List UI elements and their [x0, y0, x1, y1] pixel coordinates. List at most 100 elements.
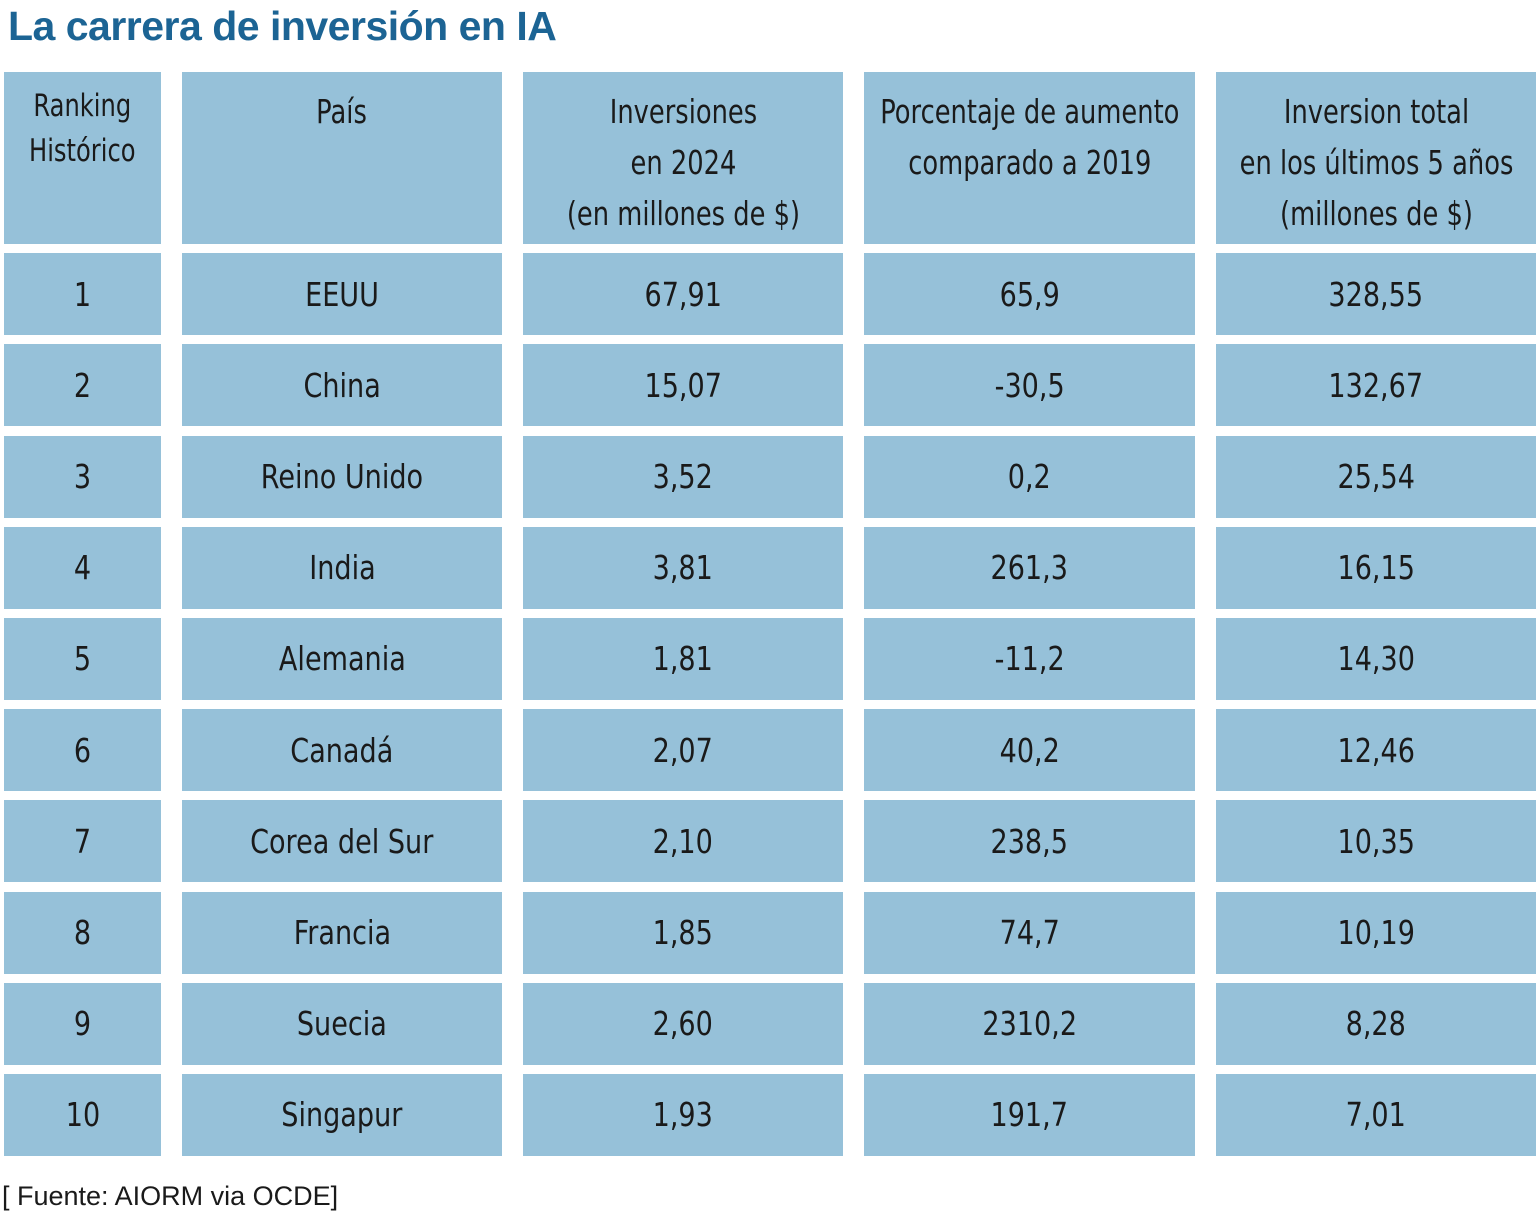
- cell-value: 328,55: [1328, 274, 1424, 314]
- table-cell-ranking: 4: [4, 526, 161, 609]
- table-cell-ranking: 3: [4, 435, 161, 518]
- table-cell-porcentaje-aumento: 74,7: [864, 891, 1195, 974]
- cell-value: 5: [73, 639, 92, 679]
- table-cell-pais: Reino Unido: [182, 435, 502, 518]
- column-header-line: en 2024: [630, 143, 736, 182]
- cell-value: 7: [73, 821, 92, 861]
- table-cell-inversion-total: 12,46: [1216, 709, 1536, 792]
- table-cell-inversiones-2024: 1,85: [523, 891, 843, 974]
- cell-value: 10: [65, 1095, 100, 1135]
- table-cell-inversion-total: 14,30: [1216, 617, 1536, 700]
- chart-title: La carrera de inversión en IA: [8, 3, 557, 49]
- column-header-line: Inversion total: [1283, 92, 1469, 131]
- table-cell-inversion-total: 7,01: [1216, 1073, 1536, 1156]
- table-cell-pais: Alemania: [182, 617, 502, 700]
- table-cell-inversiones-2024: 2,60: [523, 982, 843, 1065]
- cell-value: Corea del Sur: [250, 821, 434, 861]
- cell-value: 2,60: [652, 1004, 714, 1044]
- table-cell-porcentaje-aumento: -11,2: [864, 617, 1195, 700]
- cell-value: EEUU: [305, 274, 379, 314]
- table-cell-porcentaje-aumento: 238,5: [864, 800, 1195, 883]
- table-cell-pais: Corea del Sur: [182, 800, 502, 883]
- column-header-ranking: Ranking Histórico: [4, 72, 161, 244]
- cell-value: 2310,2: [982, 1004, 1077, 1044]
- table-cell-inversion-total: 10,19: [1216, 891, 1536, 974]
- table-cell-inversiones-2024: 3,52: [523, 435, 843, 518]
- table-cell-inversion-total: 328,55: [1216, 253, 1536, 336]
- cell-value: Suecia: [297, 1004, 387, 1044]
- table-cell-pais: India: [182, 526, 502, 609]
- table-cell-porcentaje-aumento: 261,3: [864, 526, 1195, 609]
- table-cell-pais: Francia: [182, 891, 502, 974]
- table-cell-inversion-total: 132,67: [1216, 344, 1536, 427]
- table-cell-inversiones-2024: 2,10: [523, 800, 843, 883]
- cell-value: -30,5: [994, 365, 1065, 405]
- table-cell-pais: EEUU: [182, 253, 502, 336]
- cell-value: 3,81: [652, 548, 714, 588]
- cell-value: 10,35: [1337, 821, 1415, 861]
- cell-value: Canadá: [290, 730, 394, 770]
- column-header-inversiones-2024: Inversiones en 2024 (en millones de $): [523, 72, 843, 244]
- cell-value: 8: [73, 913, 92, 952]
- cell-value: 67,91: [644, 274, 722, 314]
- table-cell-pais: Canadá: [182, 709, 502, 792]
- table-cell-pais: China: [182, 344, 502, 427]
- cell-value: Reino Unido: [260, 457, 424, 497]
- cell-value: 2,10: [652, 821, 714, 861]
- cell-value: 12,46: [1337, 730, 1415, 770]
- cell-value: 3: [73, 457, 92, 497]
- table-cell-ranking: 10: [4, 1073, 161, 1156]
- table-cell-inversion-total: 10,35: [1216, 800, 1536, 883]
- cell-value: 10,19: [1337, 913, 1415, 952]
- cell-value: 3,52: [652, 457, 714, 497]
- cell-value: 0,2: [1007, 457, 1052, 497]
- table-cell-inversiones-2024: 67,91: [523, 253, 843, 336]
- cell-value: 1,81: [652, 639, 714, 679]
- cell-value: 4: [73, 548, 92, 588]
- table-cell-porcentaje-aumento: 40,2: [864, 709, 1195, 792]
- table-cell-ranking: 2: [4, 344, 161, 427]
- column-header-line: País: [316, 92, 368, 131]
- cell-value: Alemania: [278, 639, 406, 679]
- cell-value: Francia: [293, 913, 391, 952]
- cell-value: 191,7: [990, 1095, 1069, 1135]
- cell-value: 25,54: [1337, 457, 1415, 497]
- cell-value: 8,28: [1345, 1004, 1407, 1044]
- cell-value: 65,9: [999, 274, 1060, 314]
- table-cell-inversiones-2024: 2,07: [523, 709, 843, 792]
- table-cell-pais: Suecia: [182, 982, 502, 1065]
- cell-value: Singapur: [281, 1095, 403, 1135]
- cell-value: 9: [73, 1004, 92, 1044]
- source-note: [ Fuente: AIORM via OCDE]: [2, 1181, 339, 1211]
- cell-value: 40,2: [999, 730, 1060, 770]
- table-cell-inversiones-2024: 1,93: [523, 1073, 843, 1156]
- cell-value: India: [308, 548, 376, 588]
- column-header-line: Histórico: [29, 133, 136, 169]
- cell-value: 14,30: [1337, 639, 1415, 679]
- table-cell-inversiones-2024: 1,81: [523, 617, 843, 700]
- table-cell-ranking: 6: [4, 709, 161, 792]
- table-cell-ranking: 1: [4, 253, 161, 336]
- table-cell-porcentaje-aumento: -30,5: [864, 344, 1195, 427]
- cell-value: 1,93: [652, 1095, 714, 1135]
- table-cell-pais: Singapur: [182, 1073, 502, 1156]
- column-header-inversion-total: Inversion total en los últimos 5 años (mil…: [1216, 72, 1536, 244]
- cell-value: 261,3: [990, 548, 1069, 588]
- table-cell-ranking: 9: [4, 982, 161, 1065]
- column-header-line: en los últimos 5 años: [1239, 143, 1513, 182]
- cell-value: 16,15: [1337, 548, 1415, 588]
- table-cell-porcentaje-aumento: 2310,2: [864, 982, 1195, 1065]
- cell-value: 238,5: [990, 821, 1069, 861]
- cell-value: China: [303, 365, 381, 405]
- table-cell-inversion-total: 8,28: [1216, 982, 1536, 1065]
- table-cell-ranking: 8: [4, 891, 161, 974]
- table-cell-porcentaje-aumento: 191,7: [864, 1073, 1195, 1156]
- column-header-line: Porcentaje de aumento: [879, 92, 1180, 131]
- cell-value: 74,7: [999, 913, 1060, 952]
- table-cell-porcentaje-aumento: 65,9: [864, 253, 1195, 336]
- column-header-line: (millones de $): [1279, 194, 1473, 233]
- column-header-line: Ranking: [33, 88, 132, 124]
- cell-value: 132,67: [1328, 365, 1424, 405]
- table-cell-ranking: 7: [4, 800, 161, 883]
- table-cell-porcentaje-aumento: 0,2: [864, 435, 1195, 518]
